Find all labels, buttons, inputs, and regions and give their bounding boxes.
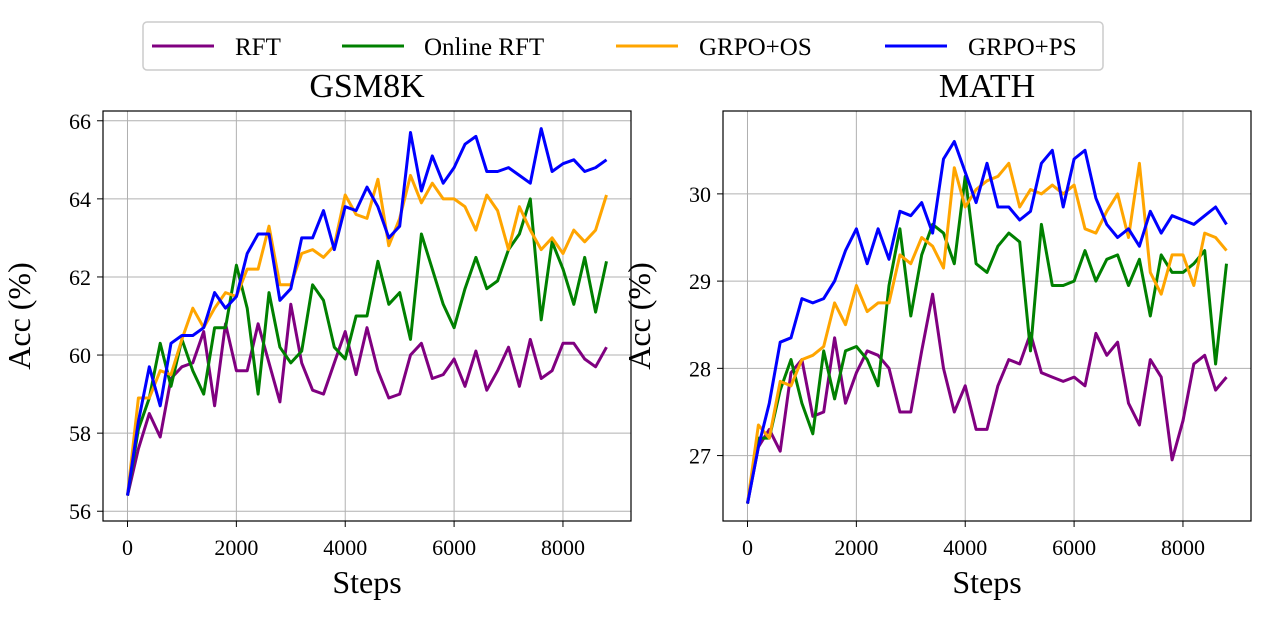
x-tick-label: 0 [742,535,753,560]
x-tick-label: 4000 [323,535,367,560]
y-tick-label: 64 [69,187,91,212]
legend-label-grpo-os: GRPO+OS [699,34,812,61]
y-axis-label-math: Acc (%) [621,262,657,369]
ticks-gsm8k: 0 2000 4000 6000 8000 56 58 60 62 64 66 [69,109,585,560]
legend-label-rft: RFT [235,34,281,61]
y-tick-label: 58 [69,421,91,446]
legend-label-grpo-ps: GRPO+PS [968,34,1077,61]
chart-title-gsm8k: GSM8K [309,68,425,105]
x-tick-label: 2000 [214,535,258,560]
y-tick-label: 28 [689,356,711,381]
legend-label-online-rft: Online RFT [424,34,544,61]
y-tick-label: 62 [69,265,91,290]
series-line-grpo-ps-math [746,140,1228,504]
series-group-gsm8k [126,127,608,496]
x-tick-label: 8000 [1161,535,1205,560]
y-tick-label: 60 [69,343,91,368]
series-line-rft-math [746,292,1228,504]
y-tick-label: 30 [689,182,711,207]
grid-math [723,111,1251,521]
x-tick-label: 2000 [834,535,878,560]
x-tick-label: 6000 [432,535,476,560]
legend: RFT Online RFT GRPO+OS GRPO+PS [142,21,1104,71]
x-axis-label-gsm8k: Steps [332,564,401,600]
x-tick-label: 4000 [943,535,987,560]
chart-panel-math: MATH Steps Acc (%) 0 2000 4000 6000 8000 27 28… [621,68,1252,600]
y-tick-label: 66 [69,109,91,134]
series-line-rft-gsm8k [126,302,608,496]
y-axis-label-gsm8k: Acc (%) [1,262,37,369]
x-axis-label-math: Steps [952,564,1021,600]
legend-entry-grpo-ps: GRPO+PS [885,34,1077,61]
series-line-grpo-ps-gsm8k [126,127,608,496]
chart-panel-gsm8k: GSM8K Steps Acc (%) 0 2000 4000 6000 8000 56 5… [1,68,632,600]
series-group-math [746,140,1228,504]
axes-frame-math [722,110,1252,522]
axes-frame-gsm8k [102,110,632,522]
x-tick-label: 6000 [1052,535,1096,560]
ticks-math: 0 2000 4000 6000 8000 27 28 29 30 [689,182,1205,560]
series-line-grpo-os-gsm8k [126,173,608,496]
x-tick-label: 8000 [541,535,585,560]
chart-title-math: MATH [939,68,1035,105]
series-line-online-rft-gsm8k [126,197,608,496]
y-tick-label: 29 [689,269,711,294]
series-line-grpo-os-math [746,161,1228,504]
y-tick-label: 56 [69,499,91,524]
grid-gsm8k [103,111,631,521]
y-tick-label: 27 [689,444,711,469]
x-tick-label: 0 [122,535,133,560]
legend-entry-online-rft: Online RFT [342,34,544,61]
legend-entry-rft: RFT [152,34,281,61]
series-line-online-rft-math [746,174,1228,504]
legend-entry-grpo-os: GRPO+OS [616,34,812,61]
